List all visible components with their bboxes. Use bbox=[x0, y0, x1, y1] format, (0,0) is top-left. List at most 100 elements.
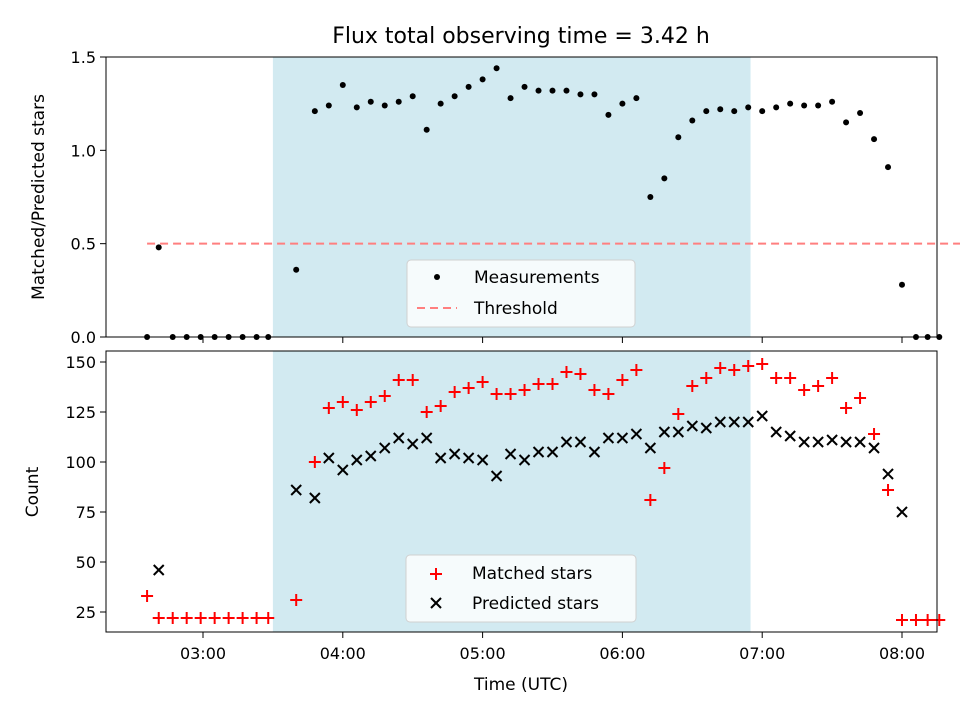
measurement-point bbox=[675, 134, 682, 141]
matched-star-point bbox=[518, 384, 531, 396]
predicted-star-point bbox=[476, 454, 489, 466]
measurement-point bbox=[535, 87, 542, 94]
predicted-star-point bbox=[532, 446, 545, 458]
predicted-star-point bbox=[462, 452, 475, 464]
legend-matched-label: Matched stars bbox=[472, 564, 592, 584]
matched-star-point bbox=[630, 364, 643, 376]
chart-title: Flux total observing time = 3.42 h bbox=[332, 24, 710, 49]
predicted-star-point bbox=[309, 492, 321, 504]
matched-star-point bbox=[812, 380, 825, 392]
matched-star-point bbox=[854, 392, 867, 404]
y-tick-label: 75 bbox=[76, 503, 96, 522]
matched-star-point bbox=[546, 378, 559, 390]
matched-star-point bbox=[574, 368, 587, 380]
x-tick-label: 03:00 bbox=[180, 644, 226, 663]
measurement-point bbox=[787, 100, 794, 107]
matched-star-point bbox=[840, 402, 853, 414]
predicted-star-point bbox=[323, 452, 335, 464]
y-tick-label: 1.5 bbox=[71, 48, 96, 67]
predicted-star-point bbox=[742, 416, 754, 428]
measurement-point bbox=[521, 83, 528, 90]
matched-star-point bbox=[308, 456, 321, 468]
matched-star-point bbox=[588, 384, 601, 396]
bottom-y-axis: 25 50 75 100 125 150 bbox=[65, 353, 106, 622]
predicted-star-point bbox=[518, 454, 531, 466]
matched-star-point bbox=[742, 360, 755, 372]
x-tick-label: 07:00 bbox=[739, 644, 785, 663]
matched-star-point bbox=[420, 406, 433, 418]
matched-star-point bbox=[532, 378, 545, 390]
matched-star-point bbox=[868, 428, 881, 440]
matched-star-point bbox=[798, 384, 811, 396]
matched-star-point bbox=[250, 612, 263, 624]
top-y-axis-label: Matched/Predicted stars bbox=[29, 94, 49, 300]
predicted-star-point bbox=[337, 464, 349, 476]
matched-star-point bbox=[462, 382, 475, 394]
predicted-star-point bbox=[658, 426, 671, 438]
measurement-point bbox=[381, 102, 388, 109]
matched-star-point bbox=[236, 612, 249, 624]
predicted-star-point bbox=[798, 436, 810, 448]
x-tick-label: 08:00 bbox=[879, 644, 925, 663]
x-tick-label: 05:00 bbox=[460, 644, 506, 663]
matched-star-point bbox=[262, 612, 275, 624]
predicted-star-point bbox=[840, 436, 852, 448]
measurement-point bbox=[395, 98, 402, 105]
measurement-point bbox=[437, 100, 444, 107]
matched-star-point bbox=[322, 402, 335, 414]
predicted-star-point bbox=[770, 426, 782, 438]
y-tick-label: 0.0 bbox=[71, 328, 96, 347]
measurement-point bbox=[155, 244, 162, 251]
measurement-point bbox=[871, 136, 878, 143]
x-tick-label: 04:00 bbox=[320, 644, 366, 663]
measurement-point bbox=[423, 126, 430, 133]
matched-star-point bbox=[672, 408, 685, 420]
matched-star-point bbox=[616, 374, 629, 386]
measurement-point bbox=[661, 175, 668, 182]
measurement-point bbox=[493, 65, 500, 72]
predicted-star-point bbox=[630, 428, 643, 440]
measurement-point bbox=[409, 93, 416, 100]
measurement-point bbox=[773, 104, 780, 111]
legend-predicted-marker bbox=[430, 597, 442, 609]
predicted-star-point bbox=[434, 452, 447, 464]
matched-star-point bbox=[728, 364, 741, 376]
x-tick-label: 06:00 bbox=[599, 644, 645, 663]
predicted-star-point bbox=[365, 450, 377, 462]
predicted-star-point bbox=[728, 416, 740, 428]
y-tick-label: 1.0 bbox=[71, 141, 96, 160]
matched-star-point bbox=[882, 484, 895, 496]
x-axis: 03:00 04:00 05:00 06:00 07:00 08:00 bbox=[180, 337, 925, 663]
measurement-point bbox=[563, 87, 570, 94]
measurement-point bbox=[885, 164, 892, 171]
predicted-star-point bbox=[420, 432, 433, 444]
predicted-star-point bbox=[784, 430, 796, 442]
measurement-point bbox=[829, 98, 836, 105]
measurement-point bbox=[353, 104, 360, 111]
measurement-point bbox=[367, 98, 374, 105]
matched-star-point bbox=[222, 612, 235, 624]
predicted-star-point bbox=[574, 436, 587, 448]
measurement-point bbox=[577, 91, 584, 98]
bottom-y-axis-label: Count bbox=[23, 466, 43, 517]
matched-star-point bbox=[658, 462, 671, 474]
measurement-point bbox=[633, 95, 640, 102]
predicted-star-point bbox=[588, 446, 601, 458]
y-tick-label: 100 bbox=[65, 453, 96, 472]
predicted-star-point bbox=[393, 432, 405, 444]
measurement-point bbox=[703, 108, 710, 115]
predicted-star-point bbox=[672, 426, 685, 438]
y-tick-label: 25 bbox=[76, 603, 96, 622]
matched-star-point bbox=[602, 388, 615, 400]
measurement-point bbox=[815, 102, 822, 109]
legend-measurements-label: Measurements bbox=[474, 268, 600, 288]
y-tick-label: 125 bbox=[65, 403, 96, 422]
predicted-star-point bbox=[504, 448, 517, 460]
matched-star-point bbox=[208, 612, 221, 624]
bottom-legend: Matched stars Predicted stars bbox=[405, 554, 637, 623]
predicted-star-point bbox=[406, 438, 419, 450]
predicted-star-point bbox=[686, 420, 699, 432]
predicted-star-point bbox=[812, 436, 824, 448]
predicted-star-point bbox=[756, 410, 768, 422]
predicted-star-point bbox=[290, 484, 302, 496]
